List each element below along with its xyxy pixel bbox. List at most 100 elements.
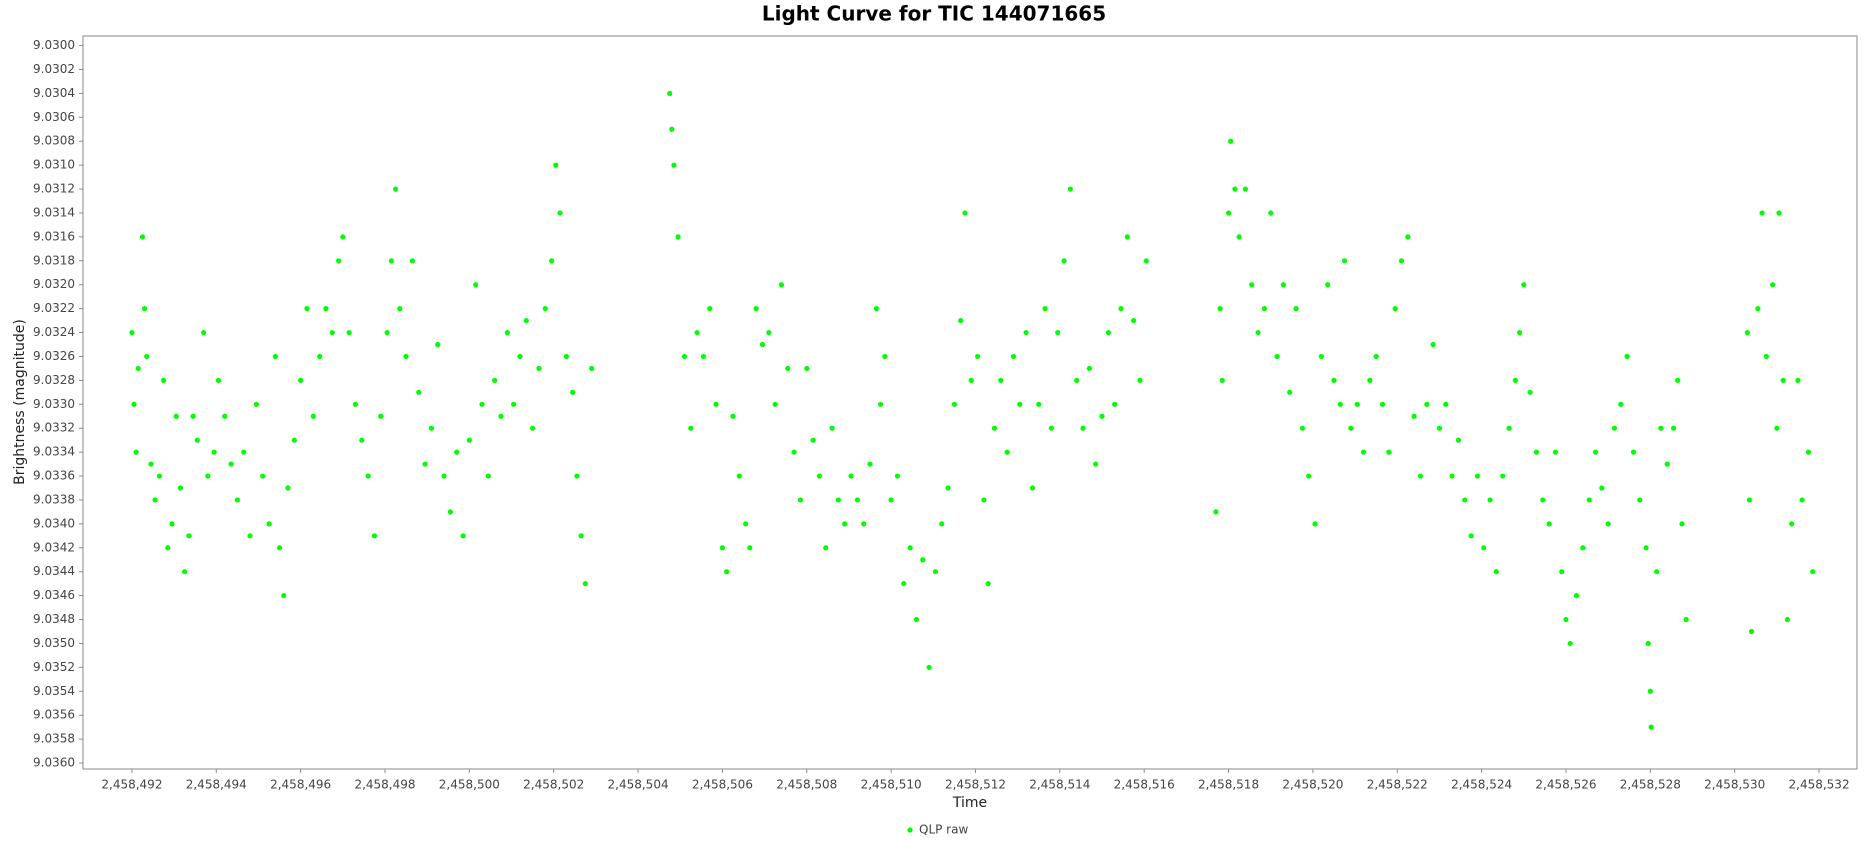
- data-point: [1580, 545, 1586, 551]
- data-point: [317, 353, 323, 360]
- data-point: [428, 425, 434, 431]
- data-point: [1462, 497, 1468, 503]
- data-point: [1124, 234, 1130, 240]
- data-point: [920, 557, 926, 563]
- data-point: [747, 545, 753, 551]
- plot-area: [82, 35, 1858, 770]
- data-point: [346, 329, 352, 336]
- data-point: [1624, 353, 1630, 360]
- data-point: [173, 413, 179, 419]
- data-point: [1411, 413, 1417, 419]
- data-point: [1611, 425, 1618, 431]
- data-point: [422, 461, 428, 467]
- y-tick-label: 9.0324: [33, 325, 75, 339]
- data-point: [141, 306, 148, 312]
- x-tick-label: 2,458,514: [1029, 778, 1090, 792]
- data-point: [222, 413, 228, 419]
- data-point: [797, 497, 804, 503]
- data-point: [913, 616, 920, 623]
- data-point: [310, 413, 316, 419]
- data-point: [667, 90, 673, 96]
- y-tick-label: 9.0360: [33, 756, 75, 770]
- data-point: [1805, 449, 1812, 455]
- data-point: [536, 365, 542, 372]
- data-point: [810, 437, 816, 443]
- data-point: [816, 473, 823, 479]
- x-tick-label: 2,458,506: [692, 778, 753, 792]
- data-point: [1670, 425, 1677, 431]
- data-point: [1618, 401, 1624, 407]
- data-point: [1029, 485, 1036, 491]
- data-point: [962, 210, 968, 216]
- data-point: [169, 521, 175, 527]
- y-tick-label: 9.0340: [33, 516, 75, 530]
- data-point: [460, 533, 466, 539]
- y-tick-label: 9.0308: [33, 134, 75, 148]
- legend-label: QLP raw: [919, 823, 968, 837]
- data-point: [133, 449, 139, 455]
- data-point: [861, 521, 867, 527]
- data-point: [823, 545, 829, 551]
- data-point: [1784, 616, 1791, 623]
- data-point: [530, 425, 536, 431]
- data-point: [194, 437, 200, 443]
- data-point: [1810, 569, 1816, 575]
- data-point: [681, 353, 688, 360]
- data-point: [211, 449, 217, 455]
- data-point: [1048, 425, 1055, 431]
- data-point: [1318, 353, 1324, 360]
- data-point: [1455, 437, 1462, 443]
- data-point: [1468, 533, 1474, 539]
- data-point: [1354, 401, 1360, 407]
- x-tick-label: 2,458,492: [101, 778, 162, 792]
- data-point: [888, 497, 894, 503]
- data-point: [1648, 724, 1654, 730]
- x-tick-label: 2,458,500: [439, 778, 500, 792]
- data-point: [473, 282, 479, 288]
- data-point: [1312, 521, 1318, 527]
- data-point: [135, 365, 141, 372]
- data-point: [1637, 497, 1643, 503]
- x-tick-label: 2,458,526: [1535, 778, 1596, 792]
- data-point: [589, 365, 595, 372]
- x-tick-label: 2,458,530: [1704, 778, 1765, 792]
- data-point: [447, 509, 453, 515]
- data-point: [1500, 473, 1506, 479]
- data-point: [1533, 449, 1540, 455]
- data-point: [1061, 258, 1067, 264]
- data-point: [504, 329, 510, 336]
- data-point: [1055, 329, 1061, 336]
- data-point: [1759, 210, 1765, 216]
- data-point: [160, 377, 167, 383]
- data-point: [1228, 138, 1234, 144]
- data-point: [1386, 449, 1392, 455]
- data-point: [1405, 234, 1411, 240]
- data-point: [1261, 306, 1268, 312]
- data-point: [384, 329, 390, 336]
- data-point: [266, 521, 272, 527]
- data-point: [1683, 616, 1689, 623]
- data-point: [1274, 353, 1280, 360]
- data-point: [772, 401, 778, 407]
- data-point: [951, 401, 957, 407]
- data-point: [1654, 569, 1660, 575]
- data-point: [177, 485, 184, 491]
- x-tick-label: 2,458,524: [1451, 778, 1512, 792]
- data-point: [1763, 353, 1769, 360]
- y-tick-label: 9.0332: [33, 421, 75, 435]
- data-point: [719, 545, 726, 551]
- y-tick-label: 9.0310: [33, 158, 75, 172]
- y-tick-label: 9.0318: [33, 253, 75, 267]
- data-point: [1780, 377, 1786, 383]
- data-point: [688, 425, 694, 431]
- data-point: [466, 437, 472, 443]
- data-point: [1080, 425, 1086, 431]
- data-point: [1679, 521, 1685, 527]
- data-point: [215, 377, 221, 383]
- data-point: [1744, 329, 1750, 336]
- data-point: [1232, 186, 1238, 192]
- data-point: [1337, 401, 1343, 407]
- data-point: [409, 258, 416, 264]
- data-point: [1213, 509, 1219, 515]
